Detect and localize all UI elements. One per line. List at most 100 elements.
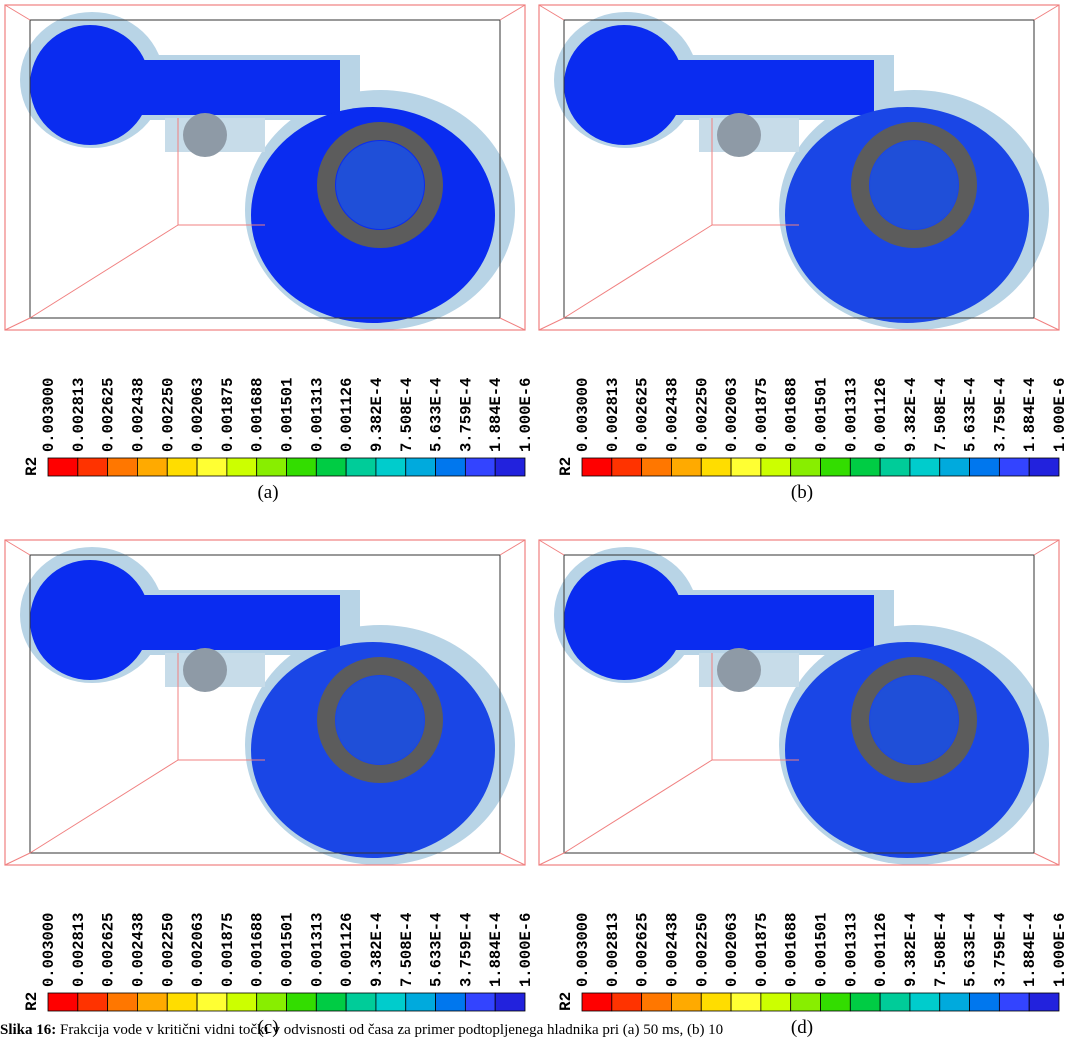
frame-edge (539, 540, 564, 555)
colorbar-swatch (495, 993, 525, 1011)
duct (674, 595, 874, 650)
colorbar-label: 0.002250 (693, 913, 711, 987)
colorbar-label: 7.508E-4 (932, 913, 950, 987)
frame-edge (1034, 540, 1059, 555)
colorbar-swatch (436, 458, 466, 476)
colorbar-label: 0.001313 (308, 913, 326, 987)
colorbar-label: 0.001688 (783, 378, 801, 452)
colorbar-swatch (940, 458, 970, 476)
colorbar-swatch (78, 458, 108, 476)
colorbar-swatch (1029, 993, 1059, 1011)
nozzle (183, 113, 227, 157)
frame-edge (1034, 5, 1059, 20)
frame-edge (5, 318, 30, 330)
colorbar-swatch (910, 458, 940, 476)
colorbar-swatch (137, 458, 167, 476)
panel-label: (d) (791, 1017, 813, 1038)
frame-edge (564, 225, 712, 318)
colorbar-label: 0.001875 (219, 913, 237, 987)
colorbar-swatch (197, 458, 227, 476)
colorbar-label: 5.633E-4 (428, 378, 446, 452)
panel-label: (b) (791, 482, 813, 503)
colorbar-label: 0.002813 (70, 378, 88, 452)
frame-edge (500, 853, 525, 865)
chamber (564, 25, 684, 145)
colorbar-label: 0.001126 (338, 378, 356, 452)
colorbar-label: 3.759E-4 (991, 913, 1009, 987)
colorbar-swatch (671, 458, 701, 476)
colorbar-label: 0.002625 (100, 913, 118, 987)
colorbar-swatch (465, 458, 495, 476)
colorbar-label: 0.001688 (249, 378, 267, 452)
colorbar-swatch (346, 458, 376, 476)
caption-text: Frakcija vode v kritični vidni točki v o… (60, 1022, 723, 1038)
colorbar-label: 0.002438 (663, 913, 681, 987)
colorbar-title: R2 (557, 457, 575, 476)
frame-edge (30, 760, 178, 853)
colorbar-swatch (495, 458, 525, 476)
colorbar-swatch (197, 993, 227, 1011)
colorbar-swatch (850, 993, 880, 1011)
colorbar-label: 1.884E-4 (487, 913, 505, 987)
chamber (564, 560, 684, 680)
colorbar-swatch (850, 458, 880, 476)
colorbar-label: 0.002063 (189, 378, 207, 452)
colorbar-swatch (316, 458, 346, 476)
duct (140, 60, 340, 115)
colorbar-swatch (761, 993, 791, 1011)
colorbar-swatch (436, 993, 466, 1011)
nozzle (183, 648, 227, 692)
colorbar-label: 0.001313 (842, 913, 860, 987)
frame-edge (5, 540, 30, 555)
colorbar-label: 9.382E-4 (902, 913, 920, 987)
nozzle (717, 113, 761, 157)
frame-edge (1034, 853, 1059, 865)
colorbar-label: 0.002063 (723, 913, 741, 987)
colorbar-label: 0.001501 (813, 378, 831, 452)
colorbar-swatch (406, 458, 436, 476)
colorbar-label: 0.002438 (129, 378, 147, 452)
colorbar-swatch (346, 993, 376, 1011)
colorbar-swatch (78, 993, 108, 1011)
colorbar-swatch (582, 993, 612, 1011)
colorbar-swatch (257, 458, 287, 476)
frame-edge (1034, 318, 1059, 330)
duct (140, 595, 340, 650)
colorbar-label: 5.633E-4 (962, 913, 980, 987)
colorbar-label: 1.000E-6 (1051, 378, 1068, 452)
colorbar-swatch (671, 993, 701, 1011)
colorbar-swatch (1029, 458, 1059, 476)
colorbar-label: 0.001875 (219, 378, 237, 452)
colorbar-swatch (940, 993, 970, 1011)
colorbar-swatch (999, 993, 1029, 1011)
frame-edge (539, 318, 564, 330)
colorbar-swatch (642, 993, 672, 1011)
colorbar-label: 0.001875 (753, 378, 771, 452)
colorbar-swatch (731, 458, 761, 476)
colorbar-label: 7.508E-4 (932, 378, 950, 452)
colorbar-swatch (970, 458, 1000, 476)
colorbar-label: 0.001313 (308, 378, 326, 452)
simulation-image (5, 540, 525, 865)
colorbar-swatch (287, 458, 317, 476)
colorbar-swatch (731, 993, 761, 1011)
colorbar-label: 0.001313 (842, 378, 860, 452)
frame-edge (500, 5, 525, 20)
colorbar-label: 0.002063 (723, 378, 741, 452)
colorbar-label: 1.884E-4 (487, 378, 505, 452)
frame-edge (5, 853, 30, 865)
colorbar-swatch (642, 458, 672, 476)
colorbar-swatch (316, 993, 346, 1011)
colorbar-swatch (167, 458, 197, 476)
frame-edge (564, 760, 712, 853)
colorbar-swatch (612, 993, 642, 1011)
colorbar-label: 7.508E-4 (398, 913, 416, 987)
simulation-image (539, 540, 1059, 865)
colorbar-label: 0.002063 (189, 913, 207, 987)
colorbar-swatch (701, 993, 731, 1011)
colorbar-label: 1.884E-4 (1021, 378, 1039, 452)
colorbar-label: 0.003000 (40, 378, 58, 452)
colorbar-label: 0.002250 (159, 913, 177, 987)
colorbar-label: 0.002625 (634, 913, 652, 987)
